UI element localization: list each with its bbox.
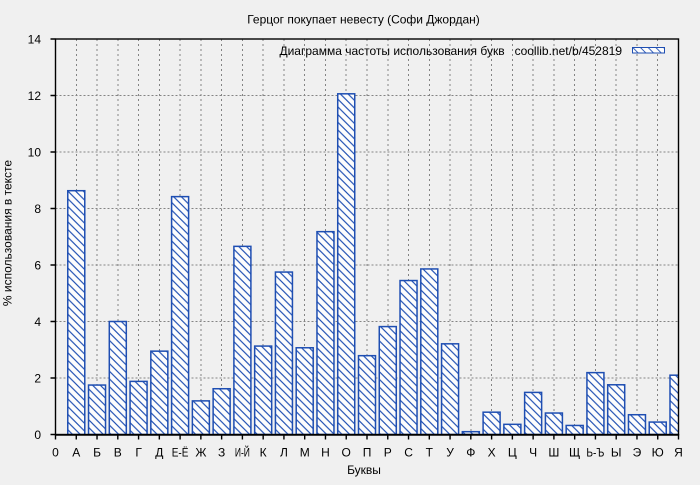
svg-text:Н: Н bbox=[321, 445, 330, 459]
svg-text:10: 10 bbox=[28, 146, 42, 160]
svg-text:Ц: Ц bbox=[508, 445, 517, 459]
svg-text:З: З bbox=[218, 445, 225, 459]
svg-text:14: 14 bbox=[28, 33, 42, 47]
svg-text:2: 2 bbox=[34, 372, 41, 386]
svg-text:Я: Я bbox=[674, 445, 683, 459]
svg-text:Диаграмма частоты использовани: Диаграмма частоты использования букв coo… bbox=[279, 44, 622, 58]
svg-text:Герцог покупает невесту (Софи: Герцог покупает невесту (Софи Джордан) bbox=[247, 12, 480, 26]
svg-text:Ш: Ш bbox=[548, 445, 559, 459]
svg-text:С: С bbox=[404, 445, 413, 459]
svg-text:0: 0 bbox=[34, 428, 41, 442]
svg-text:% использования в тексте: % использования в тексте bbox=[1, 160, 15, 306]
svg-text:Г: Г bbox=[135, 445, 142, 459]
svg-text:П: П bbox=[363, 445, 372, 459]
svg-text:12: 12 bbox=[28, 89, 42, 103]
svg-text:Д: Д bbox=[155, 445, 163, 459]
svg-text:Ф: Ф bbox=[466, 445, 475, 459]
svg-text:В: В bbox=[114, 445, 122, 459]
svg-text:К: К bbox=[260, 445, 267, 459]
svg-text:4: 4 bbox=[34, 315, 41, 329]
svg-text:Щ: Щ bbox=[569, 445, 580, 459]
svg-text:И-Й: И-Й bbox=[235, 444, 250, 459]
svg-text:Ж: Ж bbox=[195, 445, 206, 459]
svg-text:Ю: Ю bbox=[652, 445, 664, 459]
svg-text:Б: Б bbox=[93, 445, 101, 459]
svg-text:Х: Х bbox=[488, 445, 496, 459]
svg-text:Л: Л bbox=[280, 445, 288, 459]
svg-text:6: 6 bbox=[34, 259, 41, 273]
svg-text:У: У bbox=[446, 445, 454, 459]
svg-text:8: 8 bbox=[34, 202, 41, 216]
svg-text:Ч: Ч bbox=[529, 445, 537, 459]
svg-text:Ь-Ъ: Ь-Ъ bbox=[586, 445, 604, 459]
svg-text:Т: Т bbox=[426, 445, 434, 459]
svg-text:Ы: Ы bbox=[611, 445, 622, 459]
svg-text:Э: Э bbox=[633, 445, 642, 459]
svg-text:0: 0 bbox=[52, 445, 59, 459]
svg-text:Р: Р bbox=[384, 445, 392, 459]
svg-text:О: О bbox=[342, 445, 351, 459]
svg-text:Буквы: Буквы bbox=[347, 463, 381, 477]
svg-text:М: М bbox=[300, 445, 310, 459]
svg-text:Е-Ё: Е-Ё bbox=[172, 445, 189, 459]
svg-text:А: А bbox=[72, 445, 80, 459]
